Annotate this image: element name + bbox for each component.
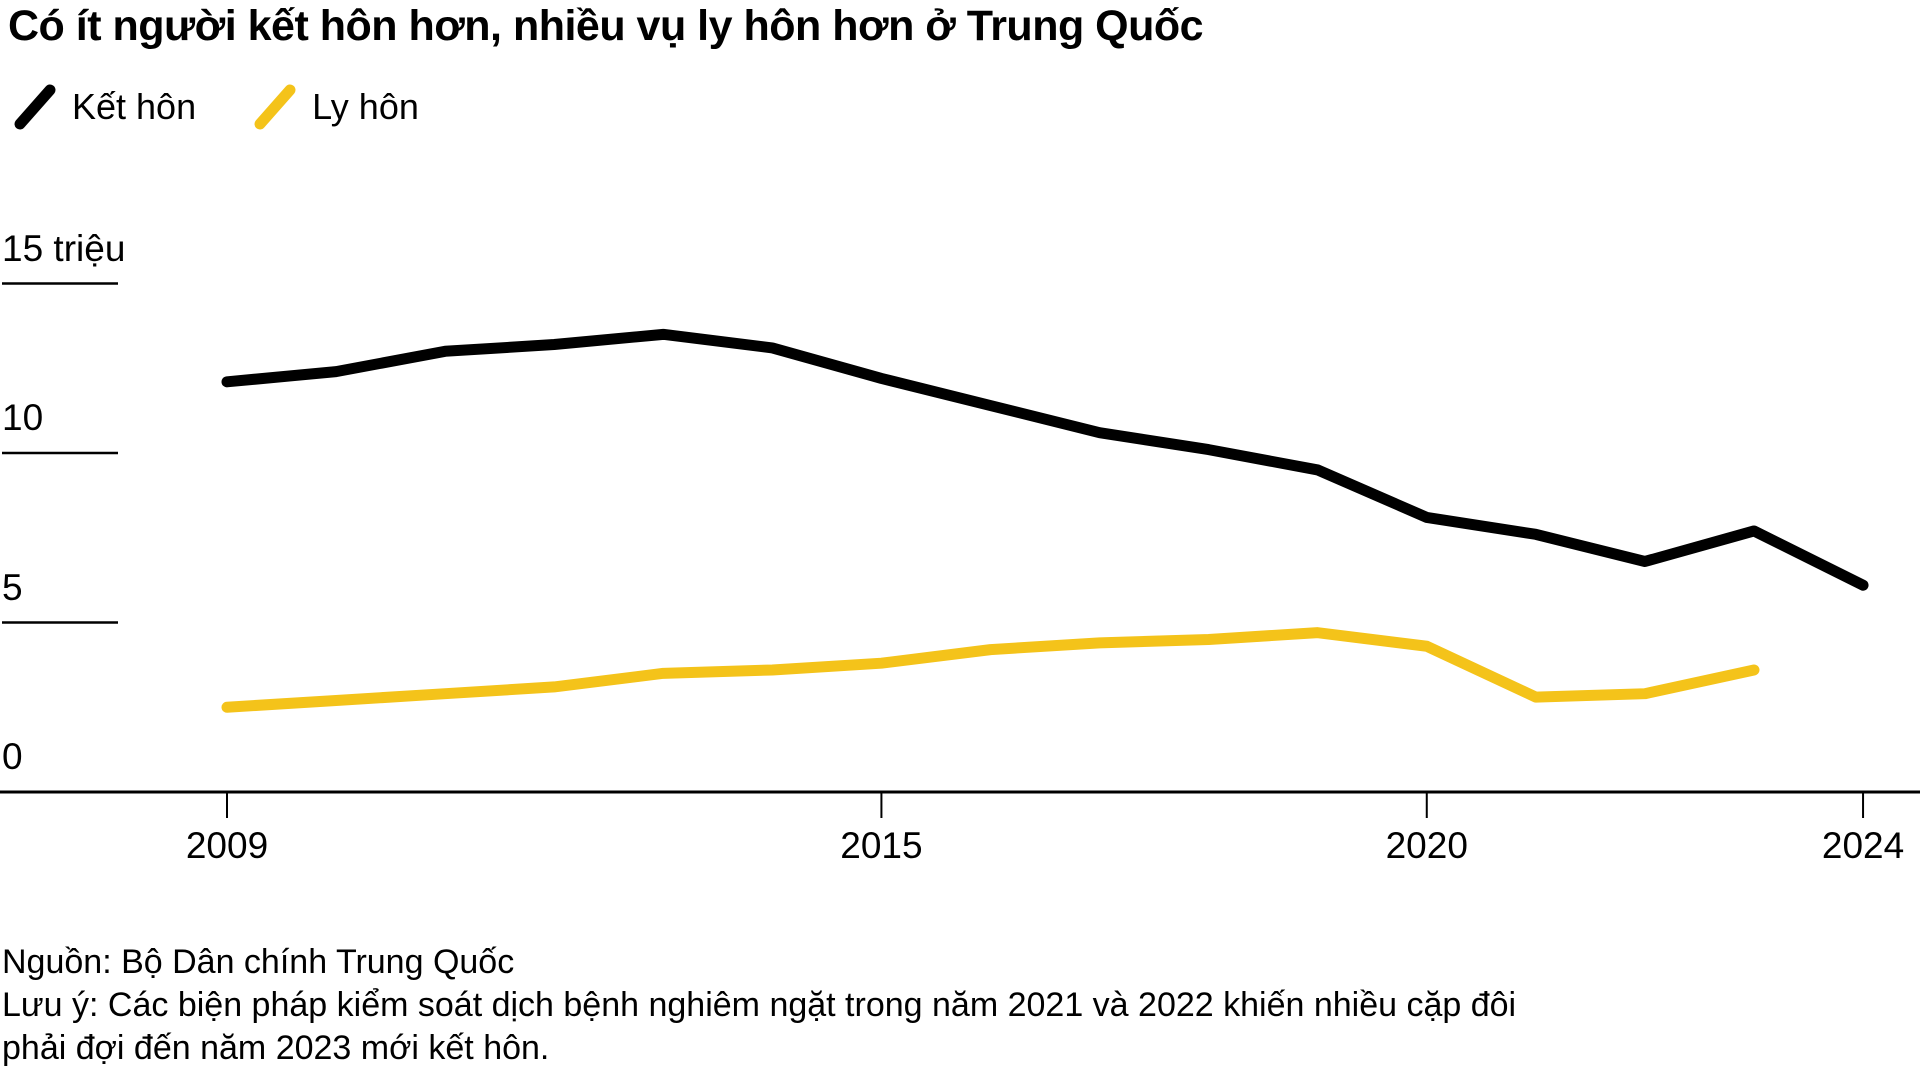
legend-label: Kết hôn xyxy=(72,86,197,127)
method-note: Lưu ý: Các biện pháp kiểm soát dịch bệnh… xyxy=(2,986,1517,1067)
x-axis-label-2024: 2024 xyxy=(1821,825,1905,866)
y-axis-label-5: 5 xyxy=(2,566,23,608)
y-axis-label-15: 15 triệu xyxy=(2,227,126,269)
source-note: Nguồn: Bộ Dân chính Trung Quốc xyxy=(2,943,515,981)
chart-footer: Nguồn: Bộ Dân chính Trung Quốc Lưu ý: Cá… xyxy=(2,941,1550,1070)
chart-title: Có ít người kết hôn hơn, nhiều vụ ly hôn… xyxy=(8,2,1204,50)
legend-line-swatch-icon xyxy=(254,84,296,130)
legend-item-marriage: Kết hôn xyxy=(12,84,196,130)
legend-line-swatch-icon xyxy=(14,84,56,130)
x-axis-label-2009: 2009 xyxy=(185,825,269,866)
series-line-divorce xyxy=(221,627,1760,713)
x-axis-label-2020: 2020 xyxy=(1385,825,1468,866)
chart-legend: Kết hôn Ly hôn xyxy=(12,78,419,136)
series-line-marriage xyxy=(221,328,1869,591)
x-axis-label-2015: 2015 xyxy=(840,825,923,866)
y-axis-label-0: 0 xyxy=(2,736,23,777)
y-axis-label-10: 10 xyxy=(2,397,44,438)
legend-item-divorce: Ly hôn xyxy=(252,84,419,130)
legend-label: Ly hôn xyxy=(312,86,419,127)
